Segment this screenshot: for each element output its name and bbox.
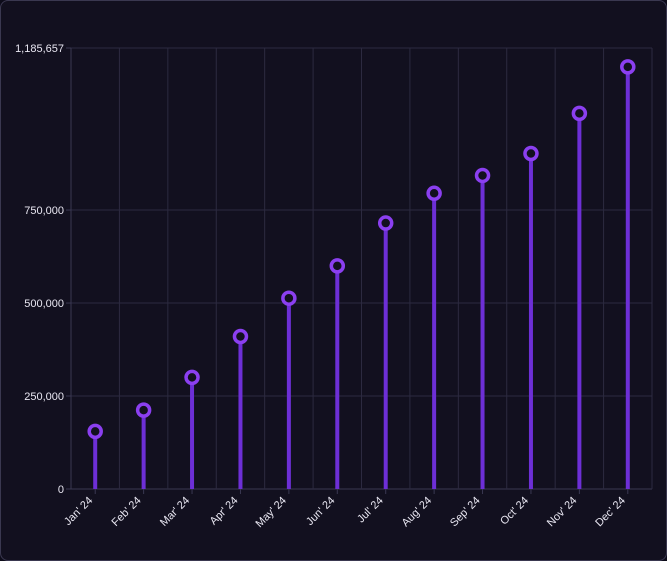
x-tick-label: Mar' 24 <box>158 495 192 529</box>
stems-layer <box>93 66 630 489</box>
grid-layer <box>70 47 653 490</box>
markers-layer <box>87 59 636 440</box>
x-tick-label: Jun' 24 <box>304 495 337 528</box>
x-tick-label: Nov' 24 <box>545 495 580 530</box>
x-tick-label: Aug' 24 <box>400 495 435 530</box>
y-tick-label: 750,000 <box>24 205 64 217</box>
x-tick-label: Dec' 24 <box>593 495 628 530</box>
data-point <box>426 185 442 202</box>
data-point <box>87 423 103 440</box>
data-point <box>377 215 394 231</box>
data-point <box>281 290 297 306</box>
y-tick-label: 0 <box>58 484 64 496</box>
y-tick-label: 1,185,657 <box>15 43 64 55</box>
x-tick-label: Apr' 24 <box>208 495 241 528</box>
x-tick-label: Jan' 24 <box>62 495 95 528</box>
data-point <box>329 258 346 274</box>
x-tick-label: Sep' 24 <box>448 495 483 530</box>
data-point <box>135 402 152 418</box>
x-tick-label: Jul' 24 <box>355 495 386 526</box>
data-point <box>474 167 491 184</box>
axis-layer <box>66 47 629 494</box>
labels-layer: 0 250,000 500,000 750,000 1,185,657 Jan' 24 Fe… <box>15 43 628 530</box>
y-tick-label: 500,000 <box>24 298 64 310</box>
data-point <box>184 369 200 386</box>
y-tick-label: 250,000 <box>24 391 64 403</box>
x-tick-label: May' 24 <box>254 495 289 530</box>
x-tick-label: Feb' 24 <box>110 495 144 529</box>
data-point <box>571 105 588 122</box>
x-tick-label: Oct' 24 <box>498 495 531 528</box>
data-point <box>232 328 249 345</box>
data-point <box>523 145 539 162</box>
data-point <box>620 59 636 75</box>
